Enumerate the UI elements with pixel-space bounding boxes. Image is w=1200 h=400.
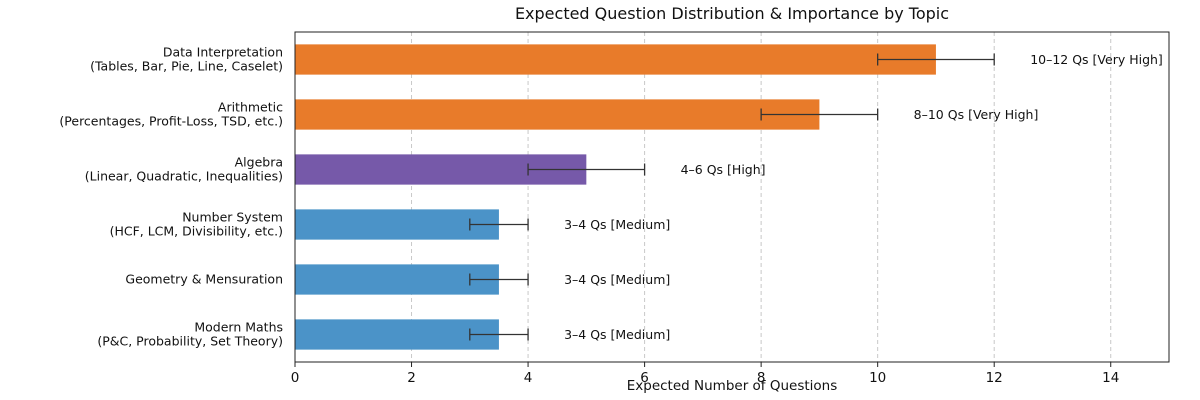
category-label: Algebra [235,155,283,170]
plot-frame [294,31,1170,363]
category-label: (Tables, Bar, Pie, Line, Caselet) [90,59,283,74]
bar [295,44,936,75]
category-label: Modern Maths [194,320,283,335]
x-axis-label: Expected Number of Questions [627,378,838,394]
annotation-label: 3–4 Qs [Medium] [564,272,670,287]
category-label: Data Interpretation [163,45,283,60]
category-label: (Percentages, Profit-Loss, TSD, etc.) [59,114,283,129]
x-tick-label: 10 [869,370,886,386]
annotation-label: 10–12 Qs [Very High] [1030,52,1163,67]
bar [295,319,499,350]
category-labels: Data Interpretation(Tables, Bar, Pie, Li… [59,45,283,349]
category-label: Geometry & Mensuration [125,272,283,287]
annotation-label: 8–10 Qs [Very High] [914,107,1039,122]
bar [295,264,499,295]
annotation-label: 3–4 Qs [Medium] [564,327,670,342]
annotation-label: 3–4 Qs [Medium] [564,217,670,232]
bars [295,44,936,350]
error-bars [469,53,995,341]
x-tick-label: 8 [757,370,766,386]
x-tick-label: 14 [1102,370,1119,386]
bar [295,99,820,130]
category-label: Arithmetic [218,100,283,115]
annotation-label: 4–6 Qs [High] [681,162,766,177]
category-label: (HCF, LCM, Divisibility, etc.) [110,224,283,239]
x-tick-label: 0 [291,370,300,386]
category-label: (Linear, Quadratic, Inequalities) [85,169,283,184]
bar [295,209,499,240]
grid-lines [294,32,1112,362]
x-ticks: 0 2 4 6 8 10 12 14 [291,362,1119,386]
chart-title: Expected Question Distribution & Importa… [515,4,949,23]
category-label: Number System [182,210,283,225]
category-label: (P&C, Probability, Set Theory) [97,334,283,349]
x-tick-label: 12 [986,370,1003,386]
x-tick-label: 6 [640,370,649,386]
x-tick-label: 2 [407,370,416,386]
annotations: 10–12 Qs [Very High] 8–10 Qs [Very High] 4… [564,52,1163,342]
x-tick-label: 4 [524,370,533,386]
